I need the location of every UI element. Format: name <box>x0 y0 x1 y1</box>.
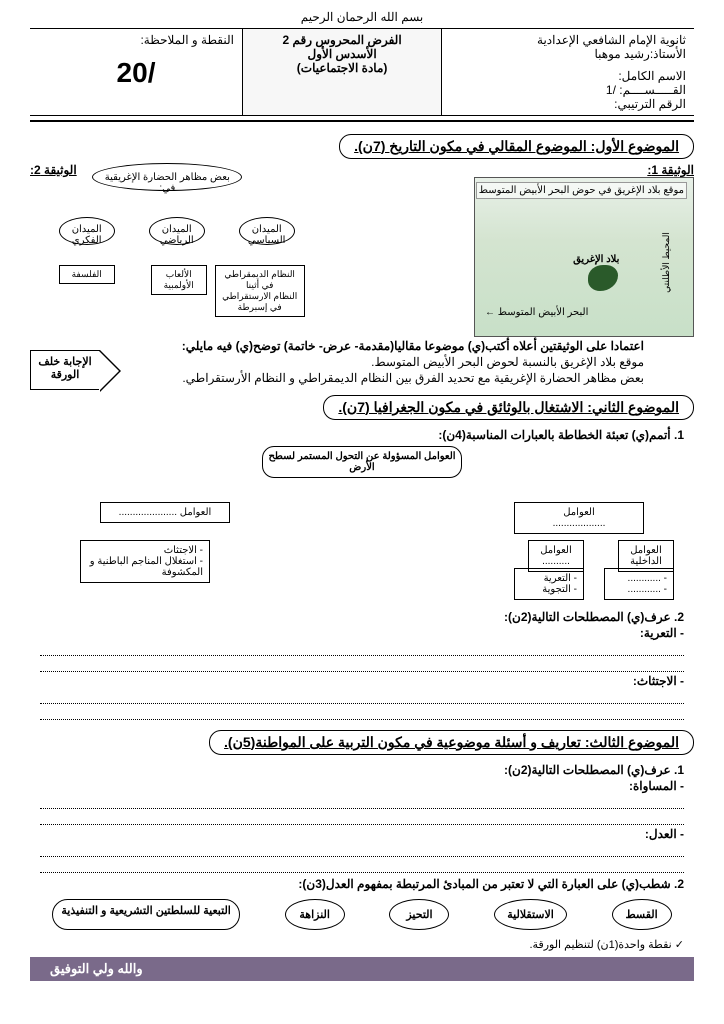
geo-factors-left: العوامل ..................... <box>100 502 230 523</box>
greek-chart: الوثيقة 2: بعض مظاهر الحضارة الإغريقية ف… <box>30 163 305 323</box>
rect-systems: النظام الديمقراطي في أثينا النظام الارست… <box>215 265 305 317</box>
term-deforestation: - الاجتثاث: <box>604 674 684 688</box>
choice-dependency[interactable]: التبعية للسلطتين التشريعية و التنفيذية <box>52 899 239 930</box>
order-label: الرقم الترتيبي: <box>450 97 686 111</box>
score-label: النقطة و الملاحظة: <box>38 33 234 47</box>
sea-label: البحر الأبيض المتوسط ← <box>485 307 588 318</box>
teacher-label: الأستاذ: <box>650 47 686 61</box>
answer-line[interactable] <box>40 843 684 857</box>
rect-olympics: الألعاب الأولمبية <box>151 265 207 295</box>
exam-title: الفرض المحروس رقم 2 <box>251 33 433 47</box>
map-box: موقع بلاد الإغريق في حوض البحر الأبيض ال… <box>474 177 694 337</box>
topic3-header: الموضوع الثالث: تعاريف و أسئلة موضوعية ف… <box>209 730 694 755</box>
oval-thought: الميدان الفكري <box>59 217 115 245</box>
rect-philosophy: الفلسفة <box>59 265 115 284</box>
chart-top: بعض مظاهر الحضارة الإغريقية في: <box>92 163 242 191</box>
school-name: ثانوية الإمام الشافعي الإعدادية <box>450 33 686 47</box>
answer-line[interactable] <box>40 658 684 672</box>
oval-sport: الميدان الرياضي <box>149 217 205 245</box>
topic2-q2: 2. عرف(ي) المصطلحات التالية(2ن): <box>30 610 684 624</box>
bismillah: بسم الله الرحمان الرحيم <box>30 10 694 24</box>
exam-sub1: الأسدس الأول <box>251 47 433 61</box>
answer-line[interactable] <box>40 642 684 656</box>
geo-factors-right: العوامل ................... <box>514 502 644 534</box>
topic3-q1: 1. عرف(ي) المصطلحات التالية(2ن): <box>30 763 684 777</box>
score-value: /20 <box>38 47 234 89</box>
answer-line[interactable] <box>40 706 684 720</box>
doc1-label: الوثيقة 1: <box>315 163 694 177</box>
topic1-instruction: اعتمادا على الوثيقتين أعلاه أكتب(ي) موضو… <box>150 339 644 353</box>
footer-note: نقطة واحدة(1ن) لتنظيم الورقة. <box>40 938 684 951</box>
topic1-header: الموضوع الأول: الموضوع المقالي في مكون ا… <box>339 134 694 159</box>
geo-mining: - الاجتثاث - استغلال المناجم الباطنية و … <box>80 540 210 583</box>
topic3-q2: 2. شطب(ي) على العبارة التي لا تعتبر من ا… <box>30 877 684 891</box>
ocean-label: المحيط الأطلنتي <box>661 232 672 293</box>
choice-independence[interactable]: الاستقلالية <box>494 899 567 930</box>
greece-label: بلاد الإغريق <box>573 254 619 265</box>
term-justice: - العدل: <box>604 827 684 841</box>
topic1-p2: بعض مظاهر الحضارة الإغريقية مع تحديد الف… <box>150 371 644 385</box>
map-caption: موقع بلاد الإغريق في حوض البحر الأبيض ال… <box>476 182 687 199</box>
term-equality: - المساواة: <box>604 779 684 793</box>
section-label: القـــــســــم: <box>619 83 686 97</box>
answer-line[interactable] <box>40 811 684 825</box>
answer-line[interactable] <box>40 795 684 809</box>
answer-line[interactable] <box>40 690 684 704</box>
geo-top: العوامل المسؤولة عن التحول المستمر لسطح … <box>262 446 462 478</box>
oval-political: الميدان السياسي <box>239 217 295 245</box>
answer-line[interactable] <box>40 859 684 873</box>
choice-qist[interactable]: القسط <box>612 899 672 930</box>
choice-integrity[interactable]: النزاهة <box>285 899 345 930</box>
term-erosion: - التعرية: <box>604 626 684 640</box>
geo-dots: - ............ - ............ <box>604 568 674 600</box>
answer-arrow: الإجابة خلف الورقة <box>30 350 100 390</box>
geo-erosion: - التعرية - التجوية <box>514 568 584 600</box>
topic2-header: الموضوع الثاني: الاشتغال بالوثائق في مكو… <box>323 395 694 420</box>
header-table: ثانوية الإمام الشافعي الإعدادية الأستاذ:… <box>30 28 694 116</box>
exam-sub2: (مادة الاجتماعيات) <box>251 61 433 75</box>
section-value: /1 <box>606 83 616 97</box>
choice-bias[interactable]: التحيز <box>389 899 449 930</box>
name-label: الاسم الكامل: <box>450 69 686 83</box>
teacher-name: رشيد موهبا <box>594 47 649 61</box>
topic1-p1: موقع بلاد الإغريق بالنسبة لحوض البحر الأ… <box>150 355 644 369</box>
greece-marker <box>588 265 618 291</box>
footer-band: والله ولي التوفيق <box>30 957 694 981</box>
geo-chart: العوامل المسؤولة عن التحول المستمر لسطح … <box>40 446 684 606</box>
choices-row: القسط الاستقلالية التحيز النزاهة التبعية… <box>40 899 684 930</box>
topic2-q1: 1. أتمم(ي) تعبئة الخطاطة بالعبارات المنا… <box>30 428 684 442</box>
